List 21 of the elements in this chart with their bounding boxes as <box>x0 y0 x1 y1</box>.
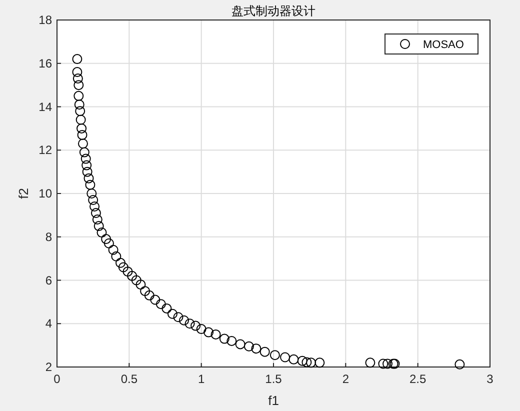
y-tick-label: 12 <box>38 143 52 158</box>
y-tick-label: 6 <box>45 273 52 288</box>
x-tick-label: 3 <box>486 372 494 386</box>
y-tick-label: 14 <box>38 100 52 114</box>
x-axis-title: f1 <box>268 393 279 408</box>
chart-title: 盘式制动器设计 <box>232 4 316 18</box>
y-axis-title: f2 <box>16 188 31 199</box>
legend: MOSAO <box>384 34 478 54</box>
x-tick-label: 1.5 <box>265 372 282 386</box>
x-tick-label: 0 <box>54 372 61 386</box>
y-tick-label: 8 <box>45 230 52 244</box>
x-tick-label: 1 <box>198 372 205 386</box>
legend-label: MOSAO <box>423 39 464 51</box>
y-tick-label: 16 <box>38 56 52 70</box>
y-tick-label: 2 <box>45 360 52 374</box>
y-tick-label: 10 <box>38 186 52 200</box>
y-tick-label: 18 <box>38 13 52 27</box>
x-tick-label: 0.5 <box>120 372 138 386</box>
y-tick-label: 4 <box>45 316 52 331</box>
x-tick-label: 2.5 <box>409 372 426 386</box>
x-tick-label: 2 <box>342 372 350 386</box>
